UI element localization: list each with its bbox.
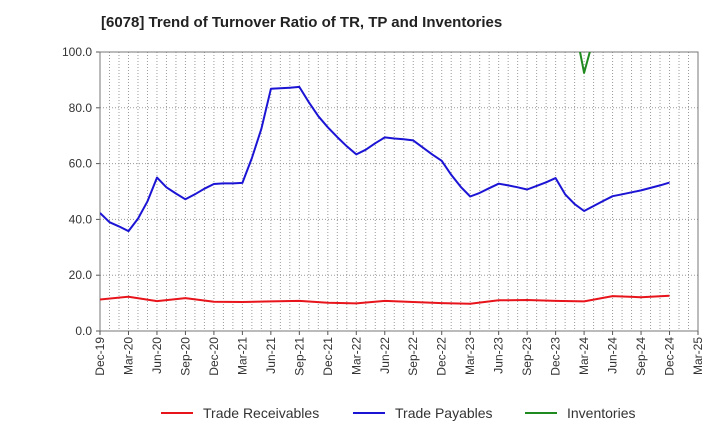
x-tick-label: Sep-21 xyxy=(292,337,306,376)
x-tick-label: Dec-20 xyxy=(207,337,221,376)
legend-item-trade-receivables: Trade Receivables xyxy=(161,405,319,421)
x-tick-label: Jun-23 xyxy=(492,337,506,374)
x-tick-label: Mar-20 xyxy=(121,337,135,375)
legend-swatch-inventories xyxy=(525,412,557,414)
y-tick-label: 60.0 xyxy=(69,157,93,171)
chart-title: [6078] Trend of Turnover Ratio of TR, TP… xyxy=(101,14,503,31)
x-tick-label: Jun-20 xyxy=(150,337,164,374)
y-tick-label: 80.0 xyxy=(69,101,93,115)
series-line-inventories xyxy=(579,52,591,74)
x-tick-label: Dec-21 xyxy=(321,337,335,376)
x-tick-label: Dec-24 xyxy=(663,337,677,376)
legend-swatch-trade-receivables xyxy=(161,412,193,414)
x-tick-label: Mar-24 xyxy=(577,337,591,375)
legend-swatch-trade-payables xyxy=(353,412,385,414)
x-tick-label: Sep-24 xyxy=(634,337,648,376)
x-tick-label: Jun-22 xyxy=(378,337,392,374)
x-tick-label: Jun-24 xyxy=(606,337,620,374)
legend-label-trade-receivables: Trade Receivables xyxy=(203,405,320,421)
y-tick-label: 20.0 xyxy=(69,268,93,282)
x-tick-label: Sep-22 xyxy=(406,337,420,376)
legend-item-inventories: Inventories xyxy=(525,405,635,421)
legend-item-trade-payables: Trade Payables xyxy=(353,405,493,421)
x-tick-label: Dec-22 xyxy=(435,337,449,376)
series-line-trade-payables xyxy=(100,85,670,233)
legend-label-inventories: Inventories xyxy=(567,405,636,421)
plot-frame xyxy=(99,51,699,332)
x-tick-label: Mar-23 xyxy=(463,337,477,375)
x-tick-label: Dec-23 xyxy=(549,337,563,376)
series-line-trade-receivables xyxy=(100,294,670,305)
x-tick-label: Mar-22 xyxy=(349,337,363,375)
x-tick-label: Mar-25 xyxy=(691,337,705,375)
y-tick-label: 40.0 xyxy=(69,212,93,226)
y-tick-label: 0.0 xyxy=(75,324,92,338)
x-tick-label: Mar-21 xyxy=(235,337,249,375)
y-tick-label: 100.0 xyxy=(62,45,92,59)
x-tick-label: Sep-20 xyxy=(178,337,192,376)
legend-label-trade-payables: Trade Payables xyxy=(395,405,493,421)
x-tick-label: Sep-23 xyxy=(520,337,534,376)
x-tick-label: Jun-21 xyxy=(264,337,278,374)
x-tick-label: Dec-19 xyxy=(93,337,107,376)
chart-legend: Trade Receivables Trade Payables Invento… xyxy=(0,405,720,425)
